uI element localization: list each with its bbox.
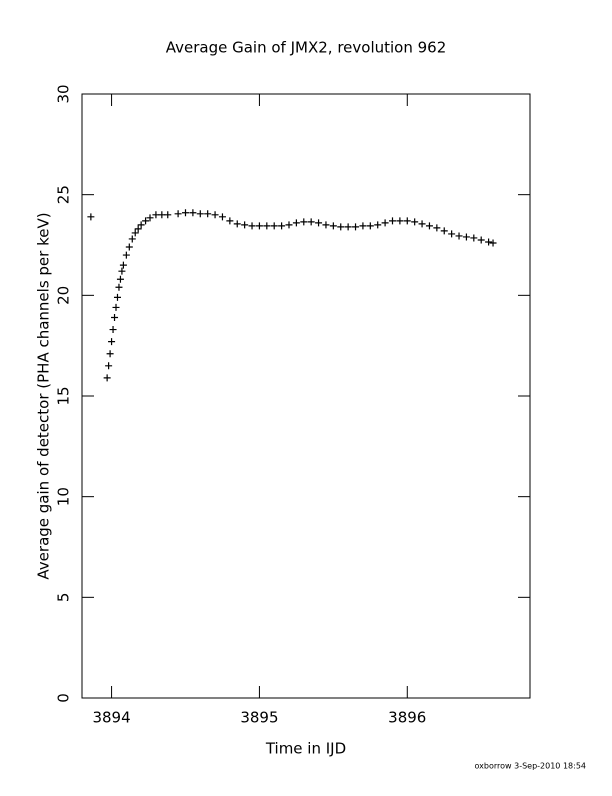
data-point bbox=[125, 243, 133, 251]
data-point bbox=[477, 236, 485, 244]
data-point bbox=[485, 238, 493, 246]
data-point bbox=[131, 229, 139, 237]
data-point bbox=[142, 217, 150, 225]
data-point bbox=[352, 223, 360, 231]
data-point bbox=[248, 222, 256, 230]
data-point bbox=[174, 210, 182, 218]
data-point bbox=[292, 219, 300, 227]
data-point bbox=[119, 261, 127, 269]
data-point bbox=[241, 221, 249, 229]
y-tick-label: 30 bbox=[55, 84, 73, 103]
data-point bbox=[134, 225, 142, 233]
data-point bbox=[411, 218, 419, 226]
y-tick-label: 5 bbox=[55, 593, 73, 603]
data-point bbox=[388, 217, 396, 225]
data-point bbox=[374, 221, 382, 229]
data-point bbox=[381, 219, 389, 227]
data-point bbox=[285, 221, 293, 229]
data-point bbox=[111, 313, 119, 321]
data-point bbox=[366, 222, 374, 230]
data-point bbox=[322, 221, 330, 229]
data-point bbox=[329, 222, 337, 230]
data-point bbox=[113, 293, 121, 301]
data-point bbox=[433, 224, 441, 232]
data-point bbox=[403, 217, 411, 225]
data-point bbox=[470, 234, 478, 242]
data-point bbox=[455, 232, 463, 240]
data-point bbox=[307, 218, 315, 226]
data-point bbox=[164, 211, 172, 219]
data-point bbox=[196, 210, 204, 218]
data-point bbox=[137, 221, 145, 229]
y-tick-label: 15 bbox=[55, 386, 73, 405]
data-point bbox=[425, 222, 433, 230]
data-point bbox=[189, 209, 197, 217]
y-tick-label: 20 bbox=[55, 286, 73, 305]
data-point bbox=[106, 350, 114, 358]
data-point bbox=[204, 210, 212, 218]
data-point bbox=[440, 227, 448, 235]
x-axis-label: Time in IJD bbox=[265, 740, 346, 758]
x-tick-label: 3894 bbox=[92, 709, 130, 727]
data-point bbox=[270, 222, 278, 230]
y-tick-label: 10 bbox=[55, 487, 73, 506]
data-point bbox=[128, 235, 136, 243]
data-point bbox=[108, 338, 116, 346]
data-point bbox=[109, 326, 117, 334]
data-point bbox=[396, 217, 404, 225]
y-axis-label: Average gain of detector (PHA channels p… bbox=[35, 212, 53, 579]
chart-title: Average Gain of JMX2, revolution 962 bbox=[166, 39, 447, 57]
data-point bbox=[263, 222, 271, 230]
data-point bbox=[255, 222, 263, 230]
data-point bbox=[105, 362, 113, 370]
data-point bbox=[278, 222, 286, 230]
data-point bbox=[418, 220, 426, 228]
data-point bbox=[462, 233, 470, 241]
footer: oxborrow 3-Sep-2010 18:54 bbox=[475, 762, 587, 771]
data-point bbox=[181, 209, 189, 217]
data-point bbox=[152, 211, 160, 219]
data-point bbox=[218, 213, 226, 221]
data-point bbox=[344, 223, 352, 231]
data-point bbox=[146, 214, 154, 222]
data-point bbox=[300, 218, 308, 226]
x-tick-label: 3896 bbox=[388, 709, 426, 727]
data-point bbox=[158, 211, 166, 219]
data-point bbox=[337, 223, 345, 231]
data-point bbox=[233, 220, 241, 228]
data-point bbox=[115, 283, 123, 291]
data-point bbox=[116, 275, 124, 283]
data-point bbox=[315, 219, 323, 227]
y-tick-label: 25 bbox=[55, 185, 73, 204]
data-point bbox=[112, 303, 120, 311]
data-point bbox=[359, 222, 367, 230]
data-point bbox=[87, 213, 95, 221]
x-tick-label: 3895 bbox=[240, 709, 278, 727]
data-point bbox=[211, 211, 219, 219]
data-point bbox=[122, 251, 130, 259]
data-point bbox=[103, 374, 111, 382]
data-point bbox=[489, 239, 497, 247]
data-point bbox=[448, 230, 456, 238]
data-point bbox=[118, 267, 126, 275]
data-point bbox=[226, 217, 234, 225]
y-tick-label: 0 bbox=[55, 693, 73, 703]
